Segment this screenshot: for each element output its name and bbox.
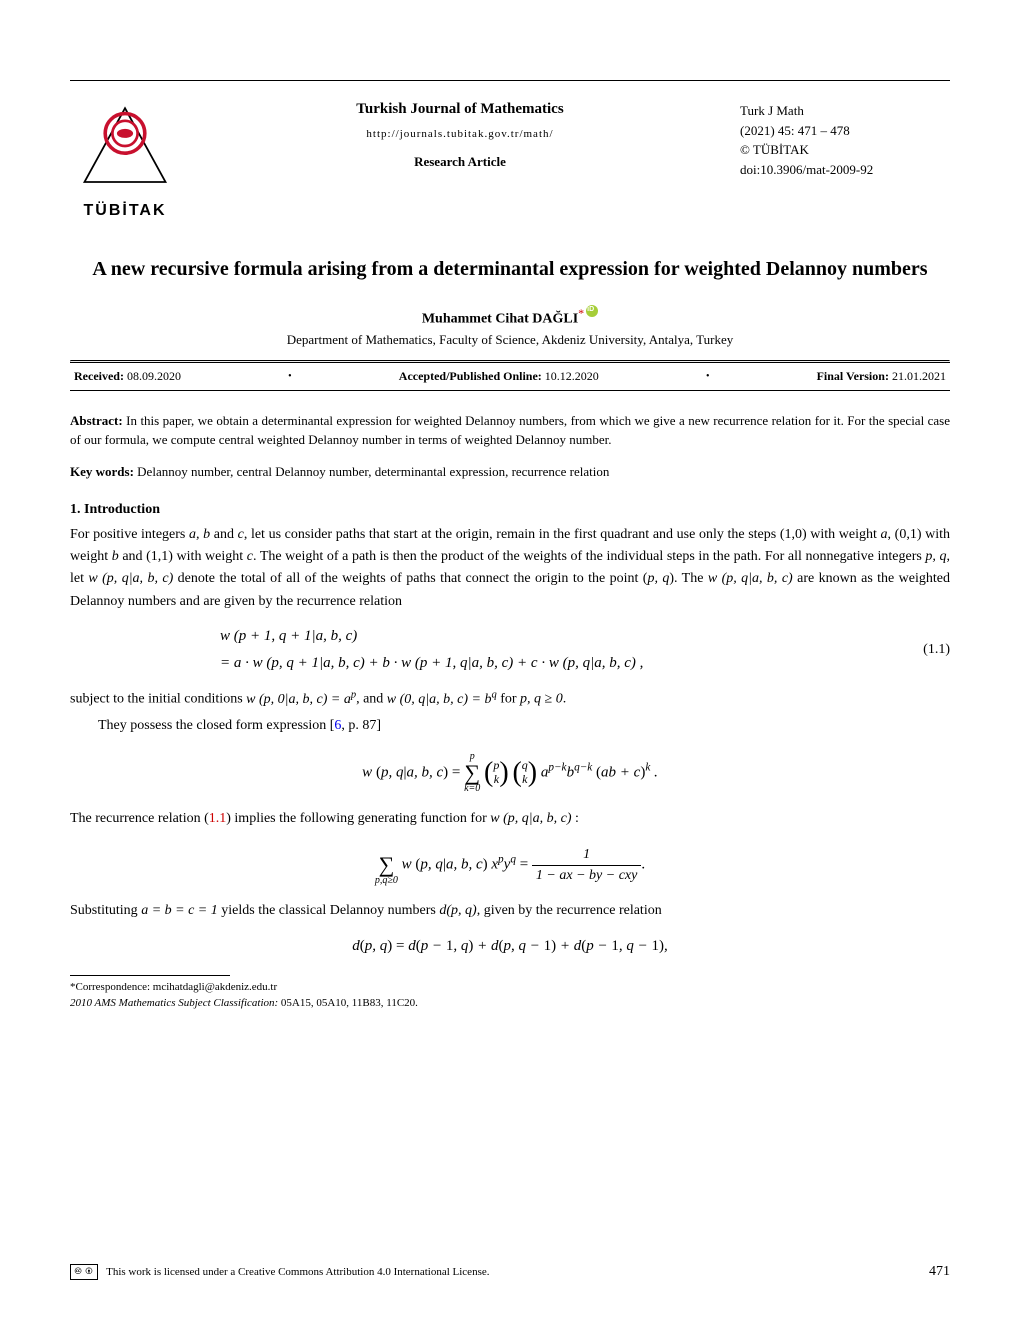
- eq-1-1-line1: w (p + 1, q + 1|a, b, c): [220, 628, 357, 644]
- author-affiliation: Department of Mathematics, Faculty of Sc…: [70, 332, 950, 348]
- license-text: This work is licensed under a Creative C…: [106, 1266, 489, 1278]
- section-heading-1: 1. Introduction: [70, 502, 950, 518]
- eq-1-1-line2: = a · w (p, q + 1|a, b, c) + b · w (p + …: [220, 655, 643, 671]
- abstract-text: In this paper, we obtain a determinantal…: [70, 413, 950, 448]
- meta-column: Turk J Math (2021) 45: 471 – 478 © TÜBİT…: [740, 101, 950, 179]
- orcid-icon[interactable]: [586, 305, 598, 317]
- keywords: Key words: Delannoy number, central Dela…: [70, 464, 950, 480]
- page-number: 471: [929, 1264, 950, 1280]
- copyright-line: © TÜBİTAK: [740, 140, 950, 160]
- received-date: Received: 08.09.2020: [74, 369, 181, 384]
- intro-paragraph-4: The recurrence relation (1.1) implies th…: [70, 808, 950, 830]
- article-type: Research Article: [200, 154, 720, 170]
- footnote-msc: 2010 AMS Mathematics Subject Classificat…: [70, 996, 950, 1011]
- top-rule: [70, 80, 950, 81]
- bullet-icon: •: [706, 371, 710, 382]
- footnote-rule: [70, 975, 230, 976]
- corresponding-mark: *: [578, 306, 584, 320]
- center-header: Turkish Journal of Mathematics http://jo…: [200, 101, 720, 170]
- logo-text: TÜBİTAK: [70, 202, 180, 220]
- intro-paragraph-2: subject to the initial conditions w (p, …: [70, 687, 950, 711]
- journal-name: Turkish Journal of Mathematics: [200, 101, 720, 118]
- tubitak-logo-icon: [80, 101, 170, 191]
- abstract: Abstract: In this paper, we obtain a det…: [70, 411, 950, 450]
- msc-label: 2010 AMS Mathematics Subject Classificat…: [70, 997, 278, 1009]
- intro-paragraph-3: They possess the closed form expression …: [70, 715, 950, 737]
- eqref-1-1[interactable]: 1.1: [209, 811, 227, 826]
- msc-codes: 05A15, 05A10, 11B83, 11C20.: [278, 997, 418, 1009]
- journal-url[interactable]: http://journals.tubitak.gov.tr/math/: [200, 128, 720, 140]
- keywords-label: Key words:: [70, 464, 134, 479]
- page-footer: 🅭 🅯 This work is licensed under a Creati…: [70, 1264, 950, 1280]
- journal-shortname: Turk J Math: [740, 101, 950, 121]
- bullet-icon: •: [288, 371, 292, 382]
- equation-closed-form: w (p, q|a, b, c) = p∑k=0 (pk) (qk) ap−kb…: [70, 752, 950, 794]
- dates-bar: Received: 08.09.2020 • Accepted/Publishe…: [70, 362, 950, 391]
- cc-license-badge[interactable]: 🅭 🅯 This work is licensed under a Creati…: [70, 1264, 489, 1280]
- article-title: A new recursive formula arising from a d…: [70, 255, 950, 283]
- intro-paragraph-5: Substituting a = b = c = 1 yields the cl…: [70, 900, 950, 922]
- final-date: Final Version: 21.01.2021: [817, 369, 946, 384]
- equation-genfunc: ∑p,q≥0 w (p, q|a, b, c) xpyq = 11 − ax −…: [70, 844, 950, 886]
- eq-number-1-1: (1.1): [900, 642, 950, 658]
- author-block: Muhammet Cihat DAĞLI* Department of Math…: [70, 305, 950, 348]
- intro-paragraph-1: For positive integers a, b and c, let us…: [70, 524, 950, 614]
- keywords-text: Delannoy number, central Delannoy number…: [137, 464, 609, 479]
- author-name: Muhammet Cihat DAĞLI: [422, 312, 578, 327]
- cc-icon: 🅭 🅯: [70, 1264, 98, 1280]
- volume-pages: (2021) 45: 471 – 478: [740, 121, 950, 141]
- header: TÜBİTAK Turkish Journal of Mathematics h…: [70, 101, 950, 220]
- accepted-date: Accepted/Published Online: 10.12.2020: [399, 369, 599, 384]
- equation-1-1: w (p + 1, q + 1|a, b, c) = a · w (p, q +…: [70, 623, 950, 677]
- logo-block: TÜBİTAK: [70, 101, 180, 220]
- equation-classical-recurrence: d(p, q) = d(p − 1, q) + d(p, q − 1) + d(…: [70, 936, 950, 957]
- doi-line: doi:10.3906/mat-2009-92: [740, 160, 950, 180]
- footnote-correspondence: *Correspondence: mcihatdagli@akdeniz.edu…: [70, 980, 950, 995]
- abstract-label: Abstract:: [70, 413, 123, 428]
